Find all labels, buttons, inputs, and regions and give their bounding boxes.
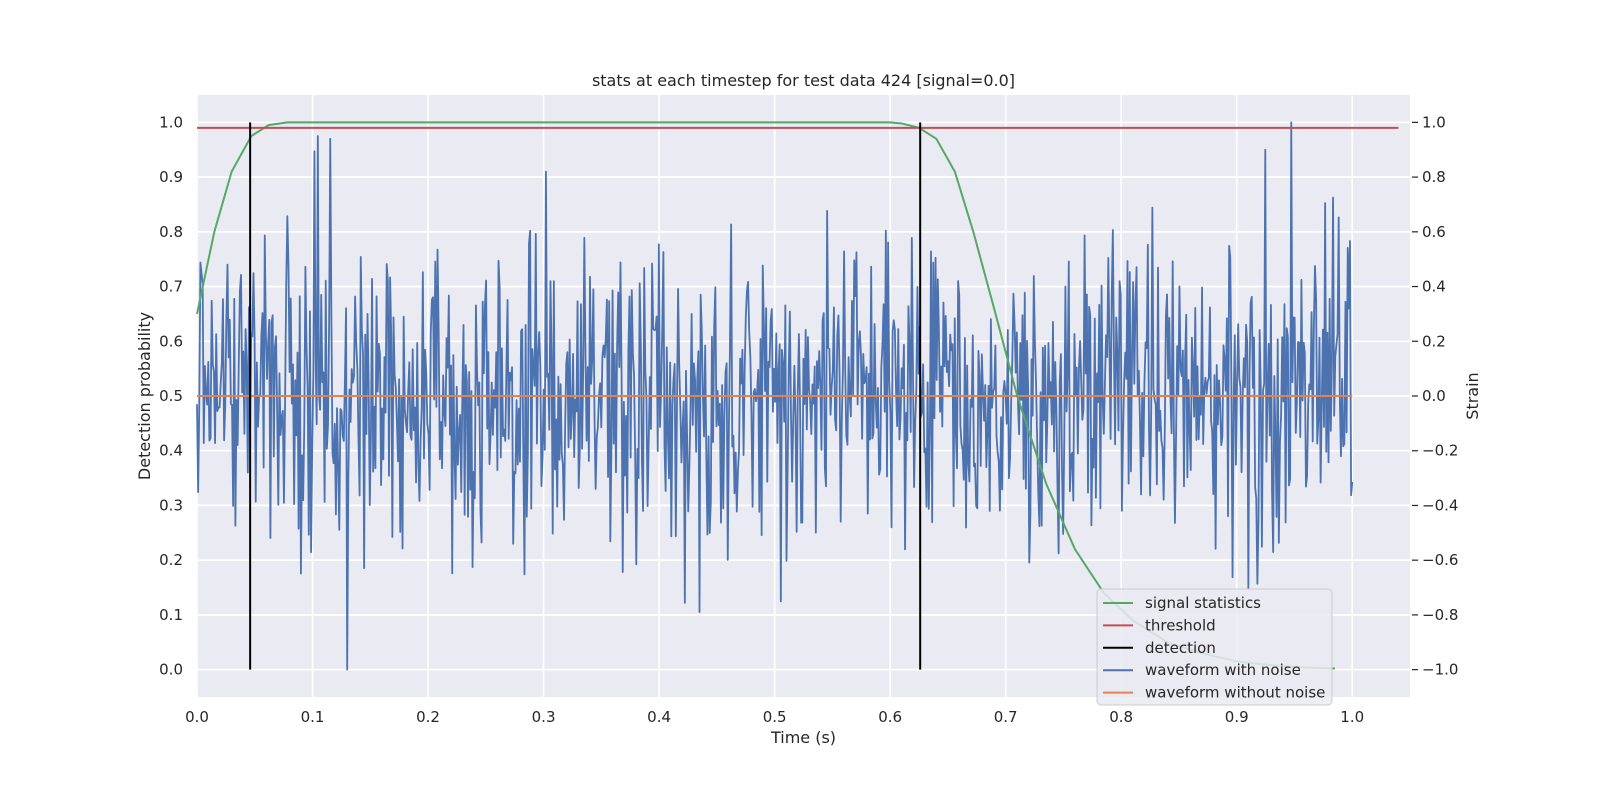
y-tick-label: 0.0 xyxy=(159,661,183,679)
x-tick-label: 0.3 xyxy=(532,708,556,726)
y2-tick-label: −0.6 xyxy=(1422,551,1458,569)
y2-tick-label: 1.0 xyxy=(1422,113,1446,131)
x-tick-label: 0.9 xyxy=(1225,708,1249,726)
x-tick-label: 0.7 xyxy=(994,708,1018,726)
x-tick-label: 0.6 xyxy=(878,708,902,726)
legend: signal statistics threshold detection wavef… xyxy=(1096,588,1333,706)
y2-axis-label: Strain xyxy=(1463,372,1482,419)
y-tick-label: 0.8 xyxy=(159,223,183,241)
y2-tick-label: −1.0 xyxy=(1422,661,1458,679)
y-tick-label: 0.5 xyxy=(159,387,183,405)
x-tick-label: 0.4 xyxy=(647,708,671,726)
y-tick-label: 0.9 xyxy=(159,168,183,186)
x-tick-label: 0.8 xyxy=(1109,708,1133,726)
y-tick-label: 0.2 xyxy=(159,551,183,569)
chart-title: stats at each timestep for test data 424… xyxy=(592,71,1015,90)
legend-box xyxy=(1096,588,1333,706)
y2-tick-label: −0.8 xyxy=(1422,606,1458,624)
y2-tick-label: 0.0 xyxy=(1422,387,1446,405)
waveform-with-noise-series xyxy=(196,121,1354,671)
axes: 0.0 0.1 0.2 0.3 0.4 0.5 0.6 0.7 0.8 0.9 1.0 0.0 0.1 0… xyxy=(159,113,1458,726)
y2-tick-label: −0.4 xyxy=(1422,496,1458,514)
x-tick-label: 1.0 xyxy=(1340,708,1364,726)
x-tick-label: 0.5 xyxy=(763,708,787,726)
y-tick-label: 1.0 xyxy=(159,113,183,131)
legend-label: waveform without noise xyxy=(1145,684,1325,702)
y2-tick-label: −0.2 xyxy=(1422,442,1458,460)
y2-tick-label: 0.8 xyxy=(1422,168,1446,186)
y-tick-label: 0.4 xyxy=(159,442,183,460)
legend-label: threshold xyxy=(1145,616,1216,634)
x-tick-label: 0.0 xyxy=(185,708,209,726)
legend-label: detection xyxy=(1145,639,1216,657)
y-axis-label: Detection probability xyxy=(135,312,154,480)
waveform-with-noise-line xyxy=(196,121,1354,671)
x-tick-label: 0.2 xyxy=(416,708,440,726)
x-axis-label: Time (s) xyxy=(770,728,836,747)
y-tick-label: 0.3 xyxy=(159,496,183,514)
legend-label: waveform with noise xyxy=(1145,661,1301,679)
y2-tick-label: 0.6 xyxy=(1422,223,1446,241)
legend-label: signal statistics xyxy=(1145,594,1261,612)
y-tick-label: 0.6 xyxy=(159,332,183,350)
y-tick-label: 0.1 xyxy=(159,606,183,624)
x-tick-label: 0.1 xyxy=(301,708,325,726)
y-tick-label: 0.7 xyxy=(159,278,183,296)
y2-tick-label: 0.4 xyxy=(1422,278,1446,296)
y2-tick-label: 0.2 xyxy=(1422,332,1446,350)
